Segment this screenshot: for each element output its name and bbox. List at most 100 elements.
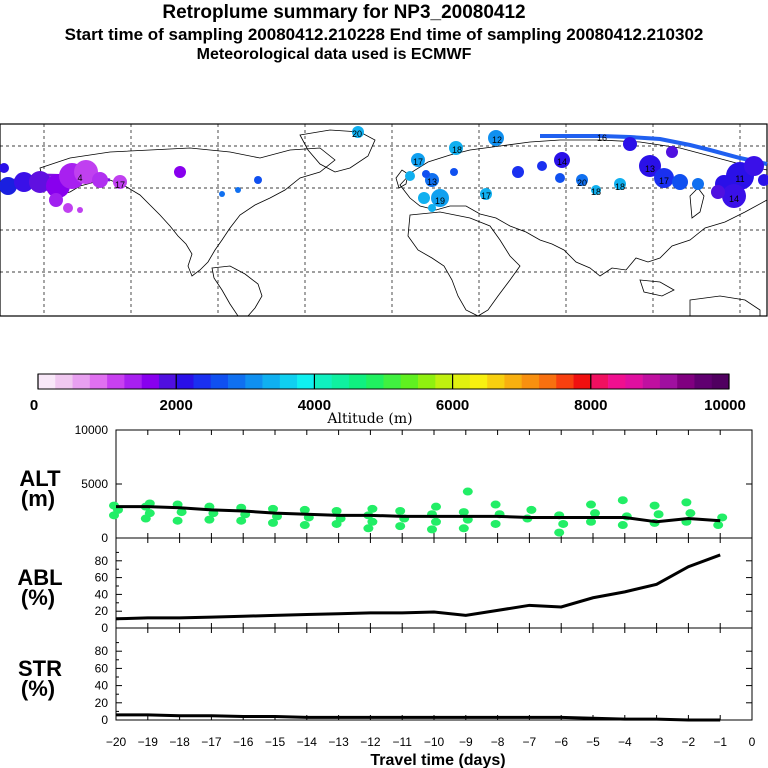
x-tick-label: −8 xyxy=(491,735,505,749)
chart-title: Retroplume summary for NP3_20080412 xyxy=(162,2,526,23)
plume-cluster-marker xyxy=(711,185,725,199)
plume-day-label: 18 xyxy=(452,145,462,155)
colorbar-swatch xyxy=(124,374,142,389)
x-tick-label: −15 xyxy=(265,735,286,749)
colorbar-swatch xyxy=(262,374,281,389)
colorbar-tick-label: 0 xyxy=(30,397,38,414)
plume-cluster-marker xyxy=(29,171,51,193)
plume-day-label: 17 xyxy=(659,176,669,186)
x-tick-label: −13 xyxy=(328,735,349,749)
time-series-panels: 1000050000ALT(m)806040200ABL(%)806040200… xyxy=(17,423,755,768)
colorbar-swatch xyxy=(55,374,73,389)
colorbar-tick-labels: 0 2000 4000 6000 8000 10000 xyxy=(30,397,746,414)
plume-day-label: 19 xyxy=(435,196,445,206)
altitude-scatter-point xyxy=(681,498,692,507)
y-axis-label-bottom: (%) xyxy=(21,585,55,610)
colorbar-swatch xyxy=(158,374,177,389)
colorbar-swatch xyxy=(348,374,367,389)
colorbar-swatch xyxy=(590,374,609,389)
altitude-colorbar xyxy=(37,373,730,390)
x-tick-label: −2 xyxy=(682,735,696,749)
plume-cluster-marker xyxy=(49,193,63,207)
series-line-alt xyxy=(116,505,721,524)
x-tick-label: −12 xyxy=(360,735,381,749)
plume-day-label: 17 xyxy=(115,180,125,190)
altitude-scatter-point xyxy=(586,517,596,526)
x-tick-label: −7 xyxy=(523,735,537,749)
y-axis-label-top: STR xyxy=(18,656,62,681)
plume-day-label: 14 xyxy=(557,157,567,167)
panel-alt: 10000 5000 0 ALT(m) xyxy=(19,423,753,545)
plume-day-label: 12 xyxy=(492,135,502,145)
panel-frame xyxy=(115,627,753,721)
colorbar-swatch xyxy=(435,374,453,389)
plume-day-label: 11 xyxy=(735,174,744,184)
plume-day-label: 18 xyxy=(615,182,625,192)
y-axis-label-top: ALT xyxy=(19,466,61,491)
colorbar-swatch xyxy=(487,374,505,389)
plume-day-label: 4 xyxy=(77,173,82,183)
x-tick-label: 0 xyxy=(749,735,756,749)
y-axis-label-top: ABL xyxy=(17,565,62,590)
australia-outline xyxy=(689,295,761,317)
plume-cluster-marker xyxy=(554,152,570,168)
altitude-scatter-point xyxy=(172,516,183,525)
colorbar-swatch xyxy=(107,374,125,389)
y-tick-label: 0 xyxy=(101,621,108,635)
plume-clusters xyxy=(0,126,768,213)
altitude-scatter-point xyxy=(268,504,278,513)
altitude-scatter-point xyxy=(458,524,469,533)
altitude-scatter-point xyxy=(685,509,696,518)
x-tick-label: −19 xyxy=(138,735,159,749)
plume-cluster-marker xyxy=(744,156,764,176)
plume-day-label: 17 xyxy=(481,191,491,201)
plume-cluster-marker xyxy=(654,168,674,188)
altitude-scatter-point xyxy=(554,528,565,537)
altitude-scatter-point xyxy=(649,501,660,510)
altitude-scatter-point xyxy=(367,517,378,526)
altitude-scatter-point xyxy=(490,500,501,509)
altitude-scatter-point xyxy=(713,521,724,530)
y-tick-label: 60 xyxy=(95,571,109,585)
altitude-scatter-point xyxy=(176,508,187,517)
colorbar-swatch xyxy=(418,374,436,389)
plume-cluster-marker xyxy=(450,168,458,176)
x-tick-label: −17 xyxy=(201,735,222,749)
altitude-scatter-point xyxy=(462,487,473,496)
north-america-outline xyxy=(39,147,336,277)
x-axis-label: Travel time (days) xyxy=(370,752,505,768)
plume-cluster-marker xyxy=(219,191,225,197)
plume-cluster-marker xyxy=(14,172,34,192)
x-tick-label: −9 xyxy=(459,735,473,749)
plume-cluster-marker xyxy=(672,174,688,190)
y-axis-label-bottom: (m) xyxy=(21,486,55,511)
plume-day-label: 14 xyxy=(729,194,739,204)
altitude-scatter-point xyxy=(363,524,374,533)
trajectory-path xyxy=(540,134,768,166)
altitude-scatter-point xyxy=(236,516,247,525)
altitude-scatter-point xyxy=(204,515,215,524)
colorbar-swatch xyxy=(556,374,574,389)
plume-cluster-marker xyxy=(555,173,565,183)
series-line-str xyxy=(116,713,721,722)
plume-cluster-marker xyxy=(692,178,704,190)
map-frame xyxy=(0,123,768,317)
y-tick-label: 0 xyxy=(101,713,108,727)
x-tick-label: −10 xyxy=(424,735,445,749)
plume-cluster-marker xyxy=(352,126,364,138)
colorbar-swatch xyxy=(331,374,350,389)
colorbar-swatch xyxy=(245,374,263,389)
altitude-scatter-point xyxy=(558,519,569,528)
altitude-scatter-point xyxy=(367,504,378,513)
plume-day-label: 20 xyxy=(352,129,362,139)
sampling-time: Start time of sampling 20080412.210228 E… xyxy=(64,25,704,44)
altitude-scatter-point xyxy=(427,525,437,534)
colorbar-swatch xyxy=(400,374,419,389)
colorbar-swatch xyxy=(141,374,160,389)
series-line-abl xyxy=(115,553,721,621)
plume-cluster-marker xyxy=(431,189,449,207)
plume-cluster-marker xyxy=(480,188,492,200)
x-tick-label: −16 xyxy=(233,735,254,749)
